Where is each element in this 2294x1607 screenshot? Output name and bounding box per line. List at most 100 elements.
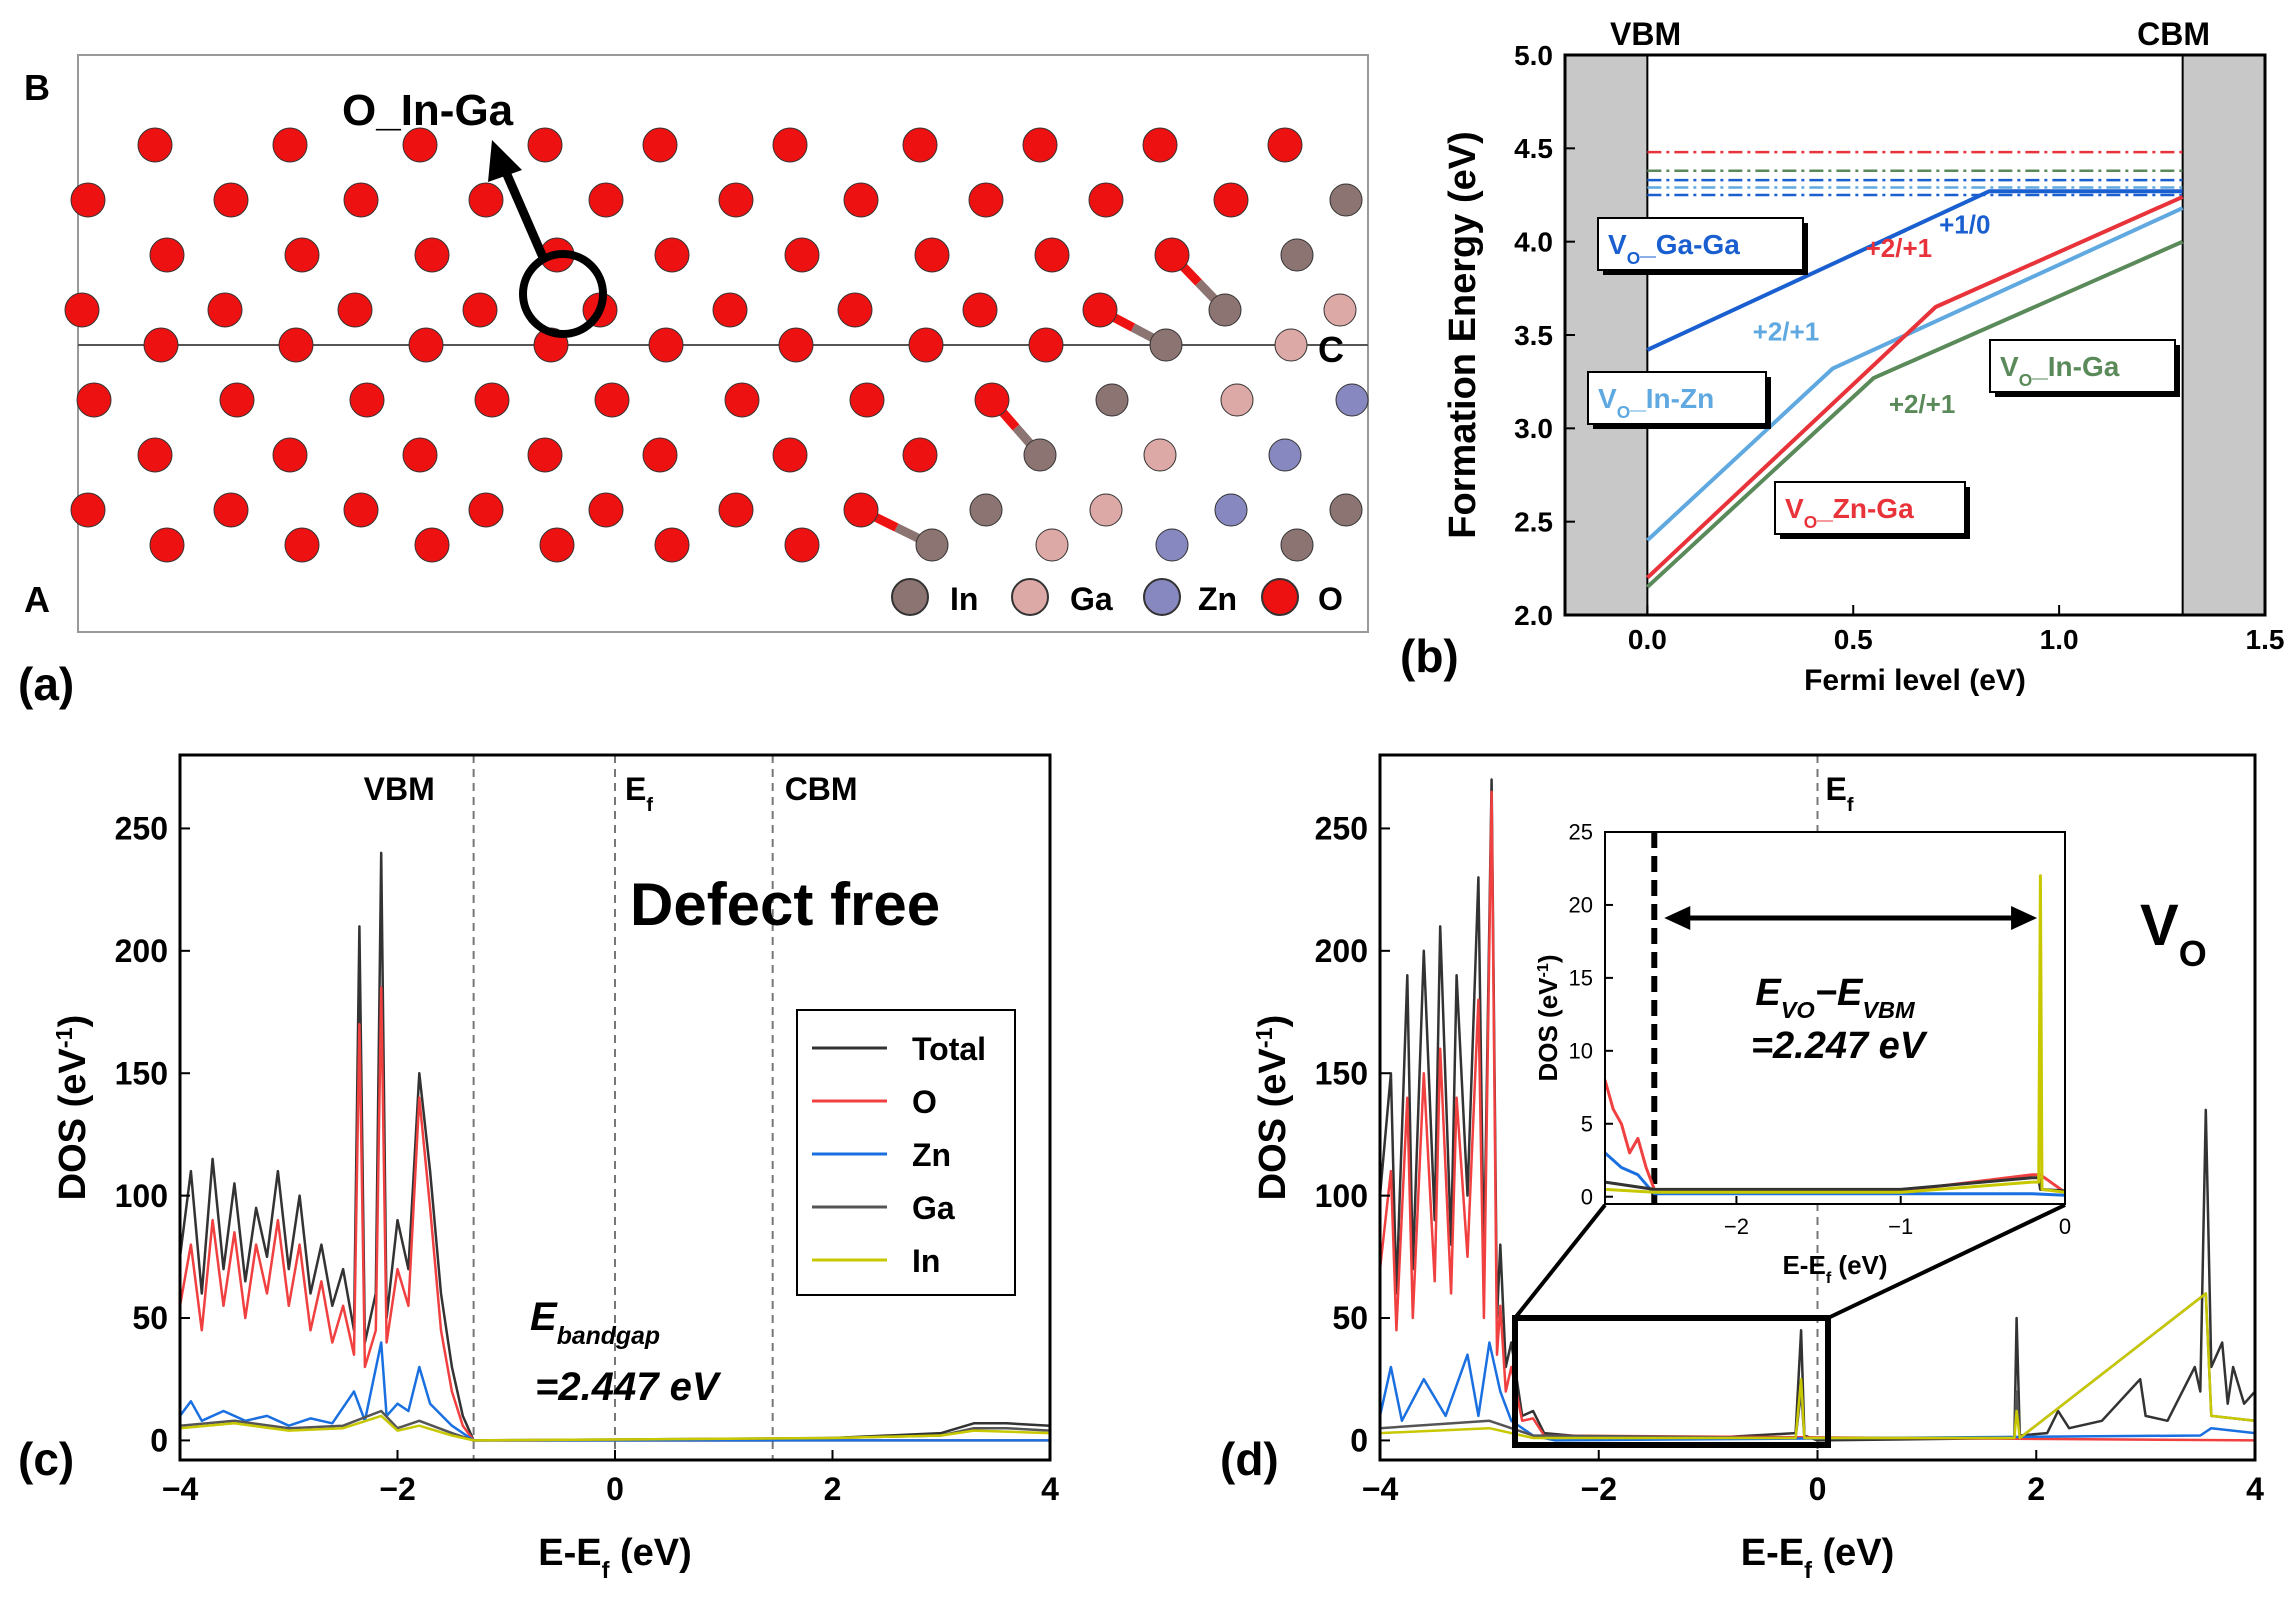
- inset-xtick-label: −2: [1724, 1214, 1749, 1239]
- c-ylabel-part-0: DOS (eV: [52, 1048, 94, 1201]
- transition-label: +1/0: [1939, 209, 1990, 239]
- d-ytick-label: 150: [1315, 1055, 1368, 1091]
- shaded-region-cbm: [2181, 54, 2266, 616]
- d-xtick-label: 0: [1809, 1471, 1827, 1507]
- atom-o: [642, 437, 678, 473]
- d-ylabel-part-2: ): [1252, 1015, 1294, 1028]
- transition-label: +2/+1: [1866, 233, 1933, 263]
- atom-o: [149, 237, 185, 273]
- inset-xlabel-part-2: (eV): [1831, 1250, 1887, 1280]
- region-label-cbm: CBM: [2137, 16, 2210, 52]
- transition-label: +2/+1: [1753, 317, 1820, 347]
- atom-o: [137, 127, 173, 163]
- inset-series-o: [1605, 1079, 2065, 1194]
- c-series-o: [180, 986, 1050, 1442]
- panel-a-structure: O_In-Ga B C A In Ga Zn O (a): [18, 54, 1369, 710]
- c-ytick-label: 0: [150, 1423, 168, 1459]
- atom-o: [974, 382, 1010, 418]
- inset-arrow-label-part-1: VO: [1781, 997, 1815, 1023]
- series-label-text-part-2: _Zn-Ga: [1816, 493, 1914, 524]
- atom-o: [70, 182, 106, 218]
- d-ytick-label: 0: [1350, 1423, 1368, 1459]
- atom-o: [349, 382, 385, 418]
- c-xtick-label: 2: [824, 1471, 842, 1507]
- d-zoom-rect: [1512, 1315, 1831, 1448]
- inset-ylabel-part-0: DOS (eV: [1533, 977, 1563, 1082]
- b-xtick-label: 0.5: [1834, 624, 1873, 655]
- d-annotation-title: VO: [2140, 893, 2207, 974]
- inset-xlabel-part-0: E-E: [1782, 1250, 1825, 1280]
- c-legend-label: O: [912, 1084, 937, 1120]
- inset-bg: [1605, 832, 2065, 1204]
- legend-label-in: In: [950, 581, 978, 617]
- c-series-in: [180, 1414, 1050, 1442]
- legend-swatch-o: [1261, 578, 1299, 616]
- b-xtick-label: 0.0: [1628, 624, 1667, 655]
- atom-o: [468, 182, 504, 218]
- atom-zn: [1268, 438, 1302, 472]
- inset-arrow-head-right: [2011, 906, 2038, 930]
- d-xlabel-part-2: (eV): [1812, 1532, 1894, 1574]
- b-ytick-label: 4.0: [1514, 226, 1553, 257]
- c-vline-label: Ef: [625, 771, 653, 816]
- atom-o: [207, 292, 243, 328]
- series-label-text: VO_Zn-Ga: [1785, 493, 1914, 532]
- c-xtick-label: −2: [379, 1471, 415, 1507]
- atom-o: [219, 382, 255, 418]
- series-label-box: [1989, 339, 2176, 393]
- b-ytick-label: 3.0: [1514, 413, 1553, 444]
- inset-arrow-label: EVO−EVBM: [1755, 972, 1916, 1023]
- atom-in: [1023, 438, 1057, 472]
- site-label: O_In-Ga: [342, 86, 514, 135]
- atom-o: [343, 492, 379, 528]
- inset-ytick-label: 20: [1569, 893, 1593, 918]
- b-ytick-label: 3.5: [1514, 320, 1553, 351]
- atom-o: [462, 292, 498, 328]
- inset-arrow-label-part-0: E: [1755, 972, 1782, 1014]
- series-label-box: [1597, 217, 1804, 271]
- c-xlabel-part-0: E-E: [538, 1532, 601, 1574]
- series-label-text-part-1: O: [1804, 512, 1818, 532]
- series-label-text-part-0: V: [2000, 351, 2019, 382]
- panel-label-d: (d): [1220, 1433, 1279, 1485]
- b-ylabel: Formation Energy (eV): [1442, 131, 1484, 539]
- d-xlabel: E-Ef (eV): [1741, 1532, 1895, 1583]
- atom-ga: [1035, 528, 1069, 562]
- inset-xtick-label: 0: [2059, 1214, 2071, 1239]
- c-xlabel-part-1: f: [602, 1557, 610, 1583]
- c-xlabel: E-Ef (eV): [538, 1532, 692, 1583]
- d-xtick-label: −2: [1581, 1471, 1617, 1507]
- inset-ylabel-part-2: ): [1533, 954, 1563, 963]
- series-label-text-part-2: _In-Zn: [1629, 383, 1714, 414]
- inset-xlabel-part-1: f: [1826, 1269, 1832, 1287]
- d-ylabel: DOS (eV-1): [1251, 1015, 1294, 1201]
- d-vline-label-part-1: f: [1847, 794, 1854, 816]
- inset-xlabel: E-Ef (eV): [1782, 1250, 1887, 1287]
- atom-o: [272, 437, 308, 473]
- b-ytick-label: 2.0: [1514, 600, 1553, 631]
- c-legend-label: Ga: [912, 1190, 955, 1226]
- atom-o: [414, 237, 450, 273]
- atom-o: [1034, 237, 1070, 273]
- panel-b-formation-energy: VBM CBM 0.0 0.5 1.0 1.5 2.0 2.5 3.0 3.5 4.0 4.5 5.0 +…: [1442, 16, 2284, 697]
- legend-swatch-zn: [1143, 578, 1181, 616]
- inset-plot-frame: [1604, 831, 2066, 1205]
- series-label-text: VO_Ga-Ga: [1608, 229, 1740, 268]
- series-line-v-o-in-zn: [1646, 206, 2184, 542]
- d-ytick-label: 100: [1315, 1178, 1368, 1214]
- c-gap-label-part-0: E: [530, 1295, 558, 1339]
- legend-swatch-in: [891, 578, 929, 616]
- series-label-text-part-2: _In-Ga: [2031, 351, 2120, 382]
- c-gap-label: Ebandgap: [530, 1295, 660, 1350]
- c-legend-label: Total: [912, 1031, 986, 1067]
- atom-o: [594, 382, 630, 418]
- atom-zn: [1155, 528, 1189, 562]
- atom-o: [284, 237, 320, 273]
- series-line-v-o-ga-ga: [1646, 189, 2183, 352]
- panel-label-c: (c): [18, 1433, 74, 1485]
- d-vline-label-part-0: E: [1826, 771, 1847, 807]
- b-ytick-label: 4.5: [1514, 133, 1553, 164]
- site-highlight-circle: [519, 250, 607, 338]
- d-xtick-label: 2: [2027, 1471, 2045, 1507]
